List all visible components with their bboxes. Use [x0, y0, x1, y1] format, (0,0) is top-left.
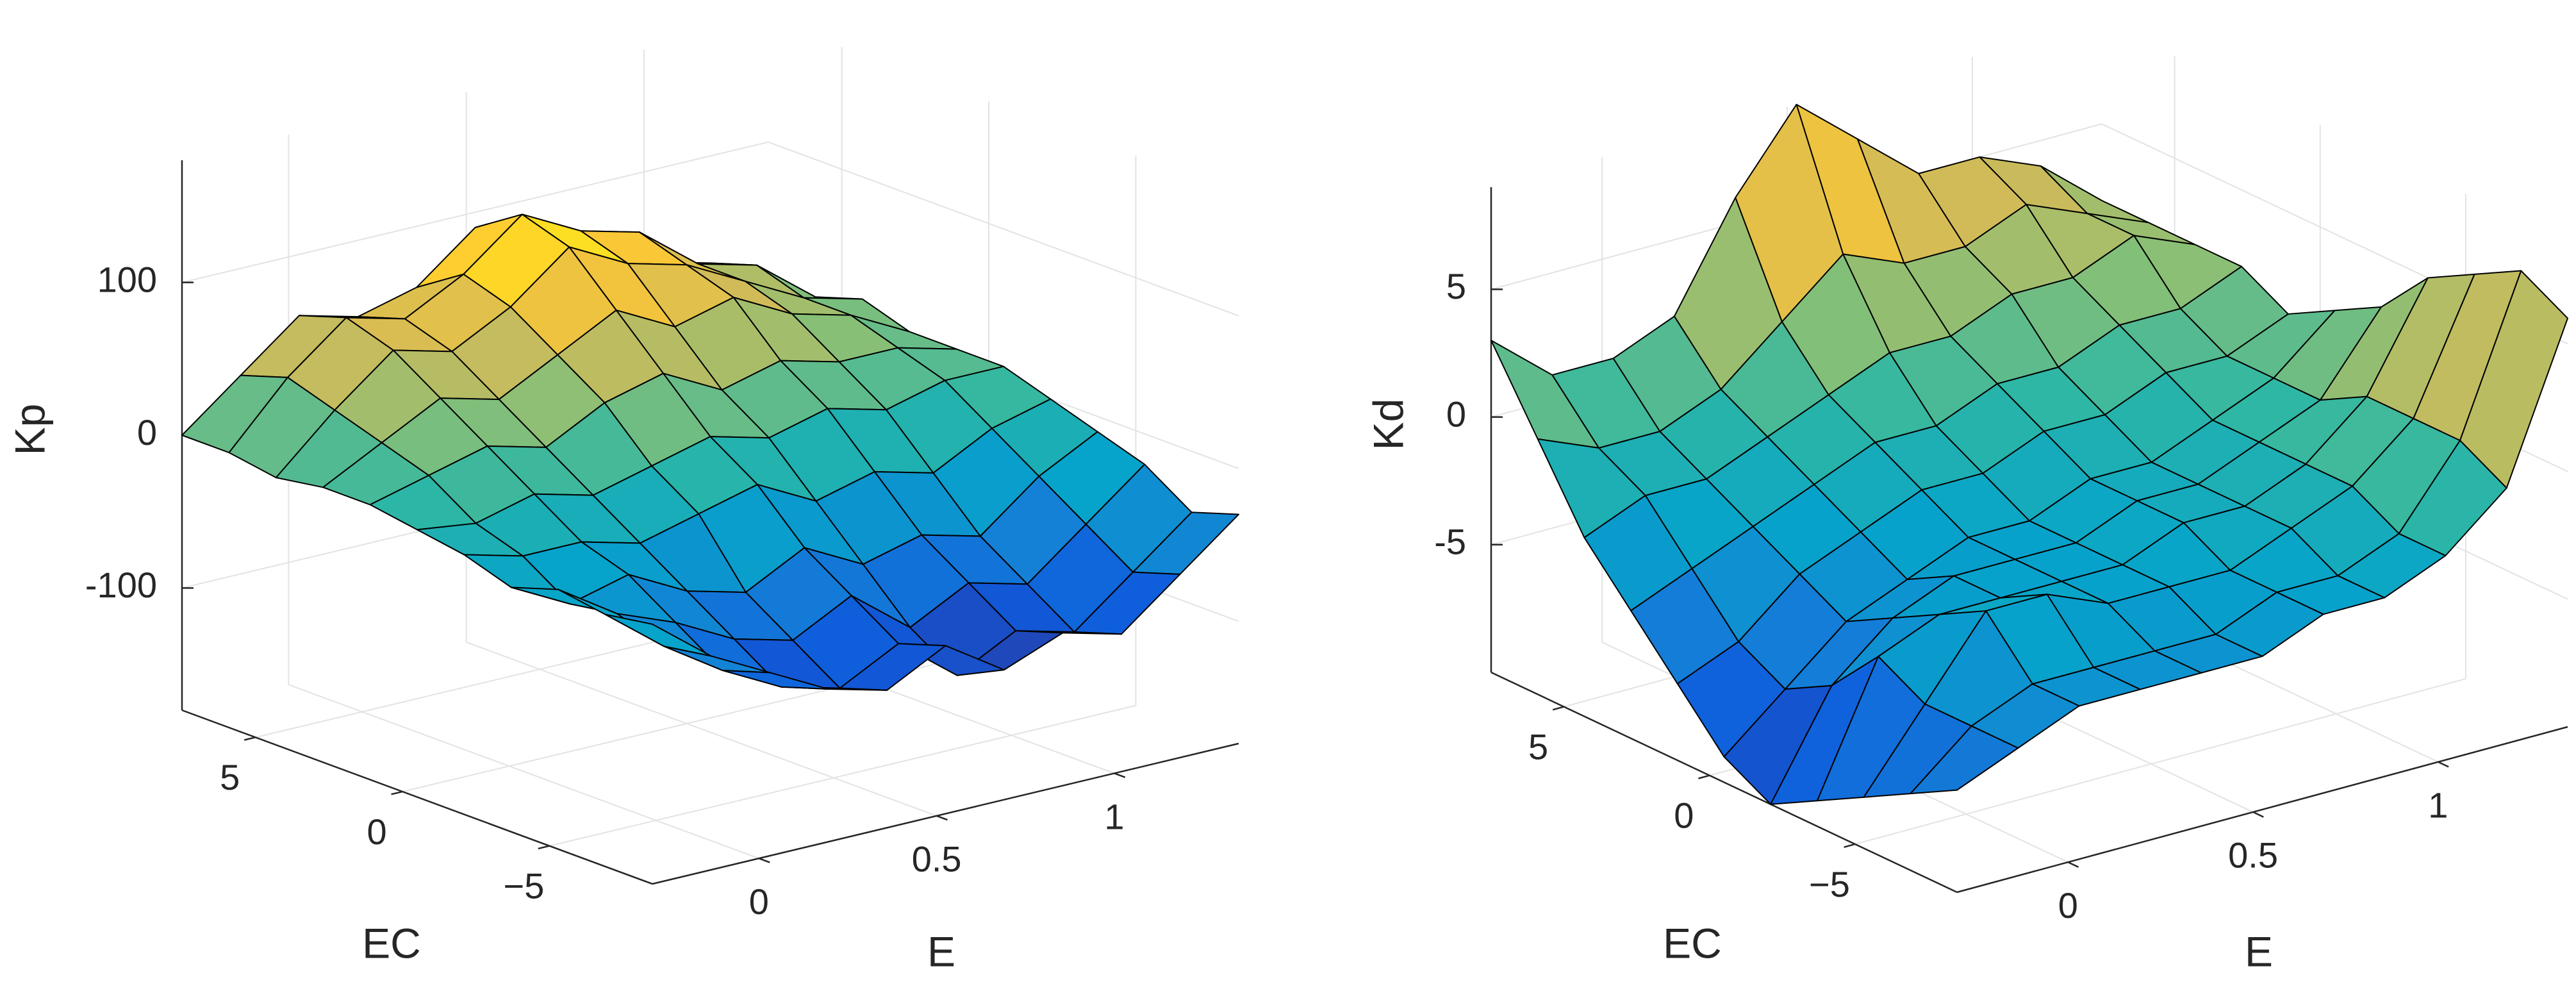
tick-mark	[391, 790, 403, 795]
z-tick-label: 5	[1446, 266, 1466, 306]
axis-line	[1490, 671, 1958, 894]
tick-mark	[1698, 774, 1710, 779]
x-axis-label: E	[2245, 927, 2273, 975]
z-tick-label: 100	[97, 259, 157, 299]
surface-patch	[604, 613, 712, 657]
tick-mark	[2438, 761, 2449, 768]
axis-line	[1956, 726, 2568, 894]
x-tick-label: 1	[2428, 785, 2448, 826]
y-tick-label: 5	[220, 757, 240, 797]
z-axis-label: Kd	[1364, 399, 1412, 451]
surface-patch	[1910, 725, 2019, 795]
grid-line	[181, 141, 769, 283]
x-tick-label: 0	[749, 881, 769, 922]
axis-line	[181, 709, 653, 885]
z-axis-label: Kp	[6, 404, 53, 456]
y-tick-label: 5	[1528, 726, 1548, 767]
grid-line	[768, 141, 1239, 317]
tick-mark	[758, 858, 770, 863]
tick-mark	[538, 845, 550, 850]
tick-mark	[2252, 811, 2264, 818]
grid-line	[466, 641, 937, 817]
x-tick-label: 1	[1104, 796, 1124, 836]
x-tick-label: 0.5	[2228, 835, 2278, 876]
axis-line	[652, 742, 1239, 885]
grid-line	[549, 704, 1136, 847]
grid-line	[1854, 678, 2466, 845]
tick-mark	[2067, 861, 2079, 868]
grid-line	[288, 684, 759, 860]
tick-mark	[936, 815, 948, 821]
x-tick-label: 0	[2058, 885, 2078, 926]
y-tick-label: 0	[1674, 795, 1694, 836]
tick-mark	[1552, 706, 1564, 711]
tick-mark	[1114, 772, 1126, 778]
tick-mark	[1844, 843, 1856, 848]
y-tick-label: 0	[367, 811, 386, 852]
x-tick-label: 0.5	[912, 839, 962, 879]
y-tick-label: −5	[504, 866, 545, 906]
z-tick-label: -100	[85, 565, 157, 605]
y-tick-label: −5	[1809, 864, 1850, 904]
z-tick-label: 0	[1446, 394, 1466, 434]
z-tick-label: 0	[137, 412, 157, 453]
x-axis-label: E	[927, 927, 955, 975]
y-axis-label: EC	[1663, 919, 1722, 967]
tick-mark	[244, 736, 256, 741]
y-axis-label: EC	[362, 919, 421, 967]
z-tick-label: -5	[1434, 522, 1466, 562]
